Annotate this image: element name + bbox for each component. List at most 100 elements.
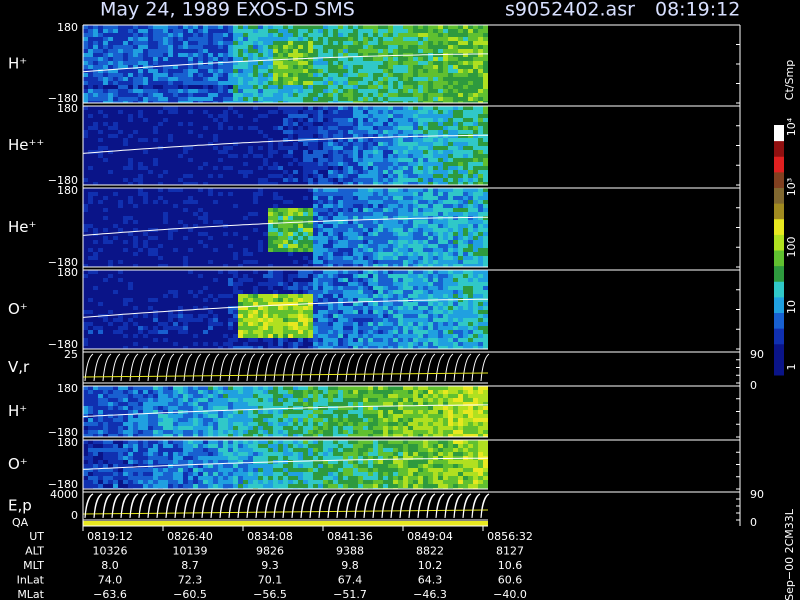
- spectrogram-cell: [288, 248, 293, 252]
- spectrogram-cell: [103, 264, 108, 267]
- spectrogram-cell: [463, 224, 468, 228]
- spectrogram-cell: [278, 73, 283, 77]
- spectrogram-cell: [308, 162, 313, 166]
- spectrogram-cell: [293, 188, 298, 192]
- spectrogram-cell: [403, 122, 408, 126]
- spectrogram-cell: [443, 260, 448, 264]
- spectrogram-cell: [178, 220, 183, 224]
- spectrogram-cell: [148, 166, 153, 170]
- spectrogram-cell: [368, 248, 373, 252]
- spectrogram-cell: [153, 134, 158, 138]
- spectrogram-cell: [223, 33, 228, 37]
- spectrogram-cell: [118, 85, 123, 89]
- spectrogram-cell: [448, 256, 453, 260]
- spectrogram-cell: [248, 178, 253, 182]
- spectrogram-cell: [408, 154, 413, 158]
- spectrogram-cell: [393, 228, 398, 232]
- spectrogram-cell: [318, 93, 323, 97]
- spectrogram-cell: [353, 224, 358, 228]
- spectrogram-cell: [258, 33, 263, 37]
- spectrogram-cell: [253, 57, 258, 61]
- spectrogram-cell: [163, 256, 168, 260]
- spectrogram-cell: [128, 208, 133, 212]
- spectrogram-cell: [173, 248, 178, 252]
- spectrogram-cell: [228, 138, 233, 142]
- spectrogram-cell: [273, 170, 278, 174]
- spectrogram-cell: [298, 212, 303, 216]
- spectrogram-cell: [368, 154, 373, 158]
- spectrogram-cell: [103, 174, 108, 178]
- spectrogram-cell: [203, 49, 208, 53]
- spectrogram-cell: [248, 248, 253, 252]
- spectrogram-cell: [303, 236, 308, 240]
- spectrogram-cell: [313, 85, 318, 89]
- spectrogram-cell: [383, 196, 388, 200]
- spectrogram-cell: [108, 114, 113, 118]
- spectrogram-cell: [443, 240, 448, 244]
- spectrogram-cell: [88, 81, 93, 85]
- spectrogram-cell: [408, 252, 413, 256]
- spectrogram-cell: [483, 256, 488, 260]
- spectrogram-cell: [368, 228, 373, 232]
- spectrogram-cell: [478, 97, 483, 101]
- spectrogram-cell: [398, 154, 403, 158]
- spectrogram-cell: [428, 170, 433, 174]
- spectrogram-cell: [243, 196, 248, 200]
- spectrogram-cell: [153, 264, 158, 267]
- spectrogram-cell: [103, 282, 108, 286]
- spectrogram-cell: [333, 158, 338, 162]
- spectrogram-cell: [283, 154, 288, 158]
- spectrogram-cell: [283, 89, 288, 93]
- spectrogram-cell: [103, 37, 108, 41]
- spectrogram-cell: [303, 182, 308, 185]
- spectrogram-cell: [393, 37, 398, 41]
- spectrogram-cell: [393, 232, 398, 236]
- spectrogram-cell: [223, 158, 228, 162]
- spectrogram-cell: [188, 260, 193, 264]
- spectrogram-cell: [293, 200, 298, 204]
- spectrogram-cell: [408, 220, 413, 224]
- spectrogram-cell: [328, 118, 333, 122]
- spectrogram-cell: [413, 166, 418, 170]
- spectrogram-cell: [263, 97, 268, 101]
- spectrogram-cell: [383, 188, 388, 192]
- spectrogram-cell: [388, 61, 393, 65]
- spectrogram-cell: [228, 162, 233, 166]
- spectrogram-cell: [148, 236, 153, 240]
- spectrogram-cell: [318, 182, 323, 185]
- spectrogram-cell: [348, 85, 353, 89]
- spectrogram-cell: [113, 89, 118, 93]
- spectrogram-cell: [293, 25, 298, 29]
- spectrogram-cell: [103, 89, 108, 93]
- spectrogram-cell: [188, 220, 193, 224]
- spectrogram-cell: [443, 53, 448, 57]
- spectrogram-cell: [223, 264, 228, 267]
- spectrogram-cell: [158, 65, 163, 69]
- spectrogram-cell: [103, 216, 108, 220]
- spectrogram-cell: [353, 93, 358, 97]
- spectrogram-cell: [118, 240, 123, 244]
- spectrogram-cell: [158, 252, 163, 256]
- spectrogram-cell: [423, 188, 428, 192]
- spectrogram-cell: [223, 216, 228, 220]
- spectrogram-cell: [268, 170, 273, 174]
- spectrogram-cell: [373, 264, 378, 267]
- spectrogram-cell: [113, 302, 118, 306]
- spectrogram-cell: [448, 130, 453, 134]
- spectrogram-cell: [153, 196, 158, 200]
- spectrogram-cell: [328, 244, 333, 248]
- spectrogram-cell: [93, 298, 98, 302]
- spectrogram-cell: [348, 244, 353, 248]
- spectrogram-cell: [193, 41, 198, 45]
- spectrogram-cell: [423, 248, 428, 252]
- spectrogram-cell: [98, 322, 103, 326]
- spectrogram-cell: [413, 188, 418, 192]
- spectrogram-cell: [398, 252, 403, 256]
- spectrogram-cell: [318, 29, 323, 33]
- spectrogram-cell: [433, 106, 438, 110]
- spectrogram-cell: [258, 89, 263, 93]
- spectrogram-cell: [158, 162, 163, 166]
- spectrogram-cell: [203, 53, 208, 57]
- spectrogram-cell: [468, 41, 473, 45]
- spectrogram-cell: [373, 134, 378, 138]
